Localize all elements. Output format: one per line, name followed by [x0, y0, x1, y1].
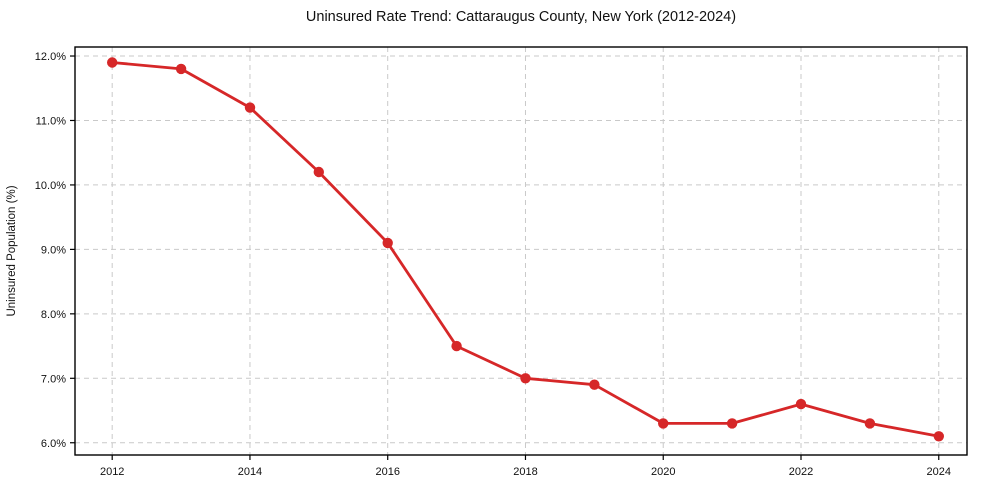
- y-tick-labels: 6.0% 7.0% 8.0% 9.0% 10.0% 11.0% 12.0%: [35, 51, 66, 450]
- data-point: [175, 63, 187, 75]
- data-point: [864, 418, 876, 429]
- y-tick-label: 7.0%: [41, 373, 66, 385]
- plot-border: [74, 46, 968, 456]
- x-tick-label: 2022: [789, 466, 813, 478]
- y-tick-label: 8.0%: [41, 309, 66, 321]
- x-tick-label: 2020: [651, 466, 675, 478]
- gridlines: [75, 47, 967, 455]
- x-tick-label: 2012: [100, 466, 124, 478]
- data-point: [451, 340, 462, 352]
- data-point: [244, 102, 256, 113]
- data-point: [658, 418, 669, 429]
- data-point: [726, 418, 738, 429]
- y-tick-label: 10.0%: [35, 180, 66, 192]
- y-axis-label: Uninsured Population (%): [6, 185, 18, 316]
- x-tick-label: 2016: [375, 466, 399, 478]
- y-tick-label: 9.0%: [41, 244, 66, 256]
- x-tick-labels: 2012 2014 2016 2018 2020 2022 2024: [100, 466, 951, 478]
- data-point: [795, 398, 807, 410]
- axes-frame: [74, 46, 968, 456]
- x-tick-label: 2018: [513, 466, 537, 478]
- y-tick-label: 6.0%: [41, 438, 66, 450]
- x-tick-label: 2024: [927, 466, 951, 478]
- data-points: [107, 57, 944, 442]
- data-point: [933, 431, 944, 442]
- data-point: [520, 373, 531, 384]
- x-tick-label: 2014: [238, 466, 262, 478]
- data-point: [107, 57, 118, 68]
- chart-title: Uninsured Rate Trend: Cattaraugus County…: [306, 9, 736, 25]
- data-point: [313, 166, 324, 178]
- y-tick-label: 11.0%: [36, 115, 67, 127]
- y-tick-label: 12.0%: [35, 51, 66, 63]
- data-point: [589, 379, 600, 390]
- data-point: [382, 237, 393, 249]
- tick-marks: [70, 55, 940, 460]
